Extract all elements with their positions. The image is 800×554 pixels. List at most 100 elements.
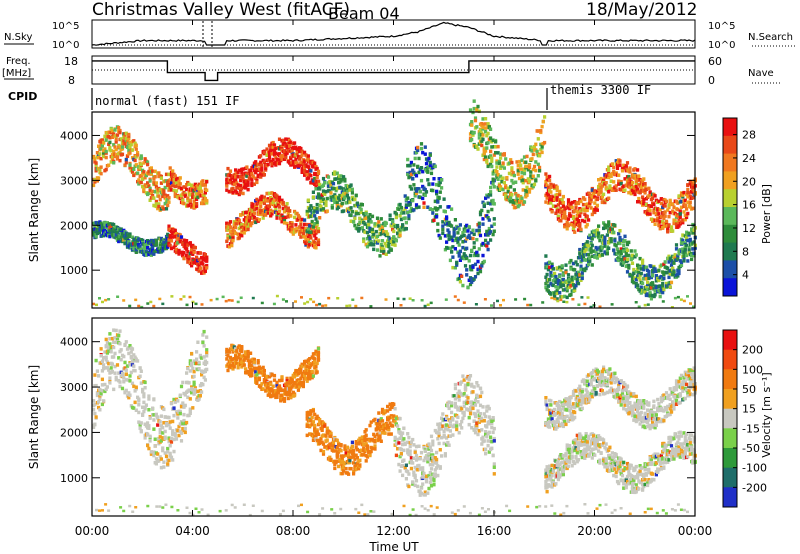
colorbar-tick-label: 20	[742, 175, 756, 188]
colorbar-tick-label: -15	[742, 422, 760, 435]
time-tick-label: 00:00	[678, 524, 713, 538]
echo-band-2	[225, 343, 321, 403]
power-panel: 1000 2000 3000 4000 Slant Range [km]	[27, 99, 697, 309]
colorbar-tick-label: 16	[742, 199, 756, 212]
time-axis-label: Time UT	[368, 540, 419, 554]
nsky-tick-bottom: 10^0	[52, 40, 79, 51]
cpid-segment-1: normal (fast) 151 IF	[95, 94, 240, 108]
echo-band-7	[305, 170, 408, 258]
colorbar-swatch	[723, 428, 737, 449]
range-tick-label: 2000	[60, 426, 88, 439]
colorbar-swatch	[723, 369, 737, 390]
echo-band-5	[544, 365, 697, 431]
time-tick-label: 08:00	[276, 524, 311, 538]
power-scatter	[92, 99, 697, 309]
echo-band-10	[544, 158, 697, 234]
colorbar-tick-label: 200	[742, 344, 763, 357]
echo-band-5	[225, 137, 321, 197]
colorbar-tick-label: 24	[742, 152, 756, 165]
echo-band-3	[305, 402, 396, 476]
time-axis: 00:00 04:00 08:00 12:00 16:00 20:00 00:00	[75, 20, 713, 538]
time-tick-label: 04:00	[175, 524, 210, 538]
colorbar-swatch	[723, 242, 737, 261]
colorbar-tick-label: -50	[742, 442, 760, 455]
range-tick-label: 4000	[60, 336, 88, 349]
cpid-strip: CPID normal (fast) 151 IF themis 3300 IF	[8, 83, 651, 110]
power-colorbar: 4 8 12 16 20 24 28	[722, 117, 756, 297]
power-y-axis: 1000 2000 3000 4000	[60, 129, 695, 277]
range-tick-label: 4000	[60, 129, 88, 142]
colorbar-swatch	[723, 189, 737, 208]
colorbar-tick-label: -100	[742, 462, 767, 475]
echo-band-1	[92, 125, 171, 212]
freq-label-2: [MHz]	[2, 68, 31, 79]
colorbar-swatch	[723, 389, 737, 410]
colorbar-swatch	[723, 448, 737, 469]
echo-band-8	[406, 142, 496, 290]
nsky-label: N.Sky	[4, 32, 32, 43]
ground-scatter	[95, 503, 689, 517]
nave-tick-top: 60	[708, 55, 722, 68]
colorbar-swatch	[723, 408, 737, 429]
echo-band-3	[167, 224, 209, 275]
echo-band-2	[92, 220, 171, 257]
colorbar-swatch	[723, 153, 737, 172]
velocity-colorbar-label: Velocity [m s⁻¹]	[760, 372, 773, 457]
colorbar-swatch	[723, 330, 737, 351]
freq-series	[92, 60, 695, 82]
colorbar-swatch	[723, 171, 737, 190]
colorbar-swatch	[723, 207, 737, 226]
colorbar-tick-label: 12	[742, 222, 756, 235]
colorbar-swatch	[723, 118, 737, 137]
colorbar-tick-label: 28	[742, 129, 756, 142]
colorbar-tick-label: 100	[742, 363, 763, 376]
title: Christmas Valley West (fitACF)	[92, 0, 350, 20]
power-colorbar-label: Power [dB]	[760, 184, 773, 244]
range-tick-label: 3000	[60, 381, 88, 394]
time-tick-label: 20:00	[577, 524, 612, 538]
colorbar-swatch	[723, 467, 737, 488]
velocity-panel: 1000 2000 3000 4000 Slant Range [km]	[27, 317, 697, 517]
colorbar-swatch	[723, 135, 737, 155]
echo-band-6	[225, 191, 321, 250]
range-tick-label: 2000	[60, 219, 88, 232]
time-tick-label: 00:00	[75, 524, 110, 538]
power-ylabel: Slant Range [km]	[27, 158, 41, 262]
freq-tick-top: 18	[64, 55, 78, 68]
nave-label: Nave	[748, 68, 774, 79]
velocity-ylabel: Slant Range [km]	[27, 365, 41, 469]
freq-strip: Freq. [MHz] 18 8 Nave 60 0	[2, 55, 782, 87]
freq-tick-bottom: 8	[68, 74, 75, 87]
date-label: 18/May/2012	[586, 0, 698, 20]
nsearch-tick-bottom: 10^0	[708, 40, 735, 51]
nsky-series	[91, 21, 696, 46]
nsearch-tick-top: 10^5	[708, 21, 735, 32]
nsearch-label: N.Search	[748, 32, 793, 43]
colorbar-swatch	[723, 349, 737, 370]
colorbar-tick-label: 4	[742, 269, 749, 282]
range-tick-label: 1000	[60, 264, 88, 277]
freq-label-1: Freq.	[6, 56, 31, 67]
echo-band-4	[393, 374, 496, 497]
velocity-colorbar: 200 100 50 15 -15 -50 -100 -200	[722, 329, 767, 508]
cpid-label: CPID	[8, 90, 37, 103]
colorbar-swatch	[723, 487, 737, 508]
colorbar-tick-label: 15	[742, 403, 756, 416]
echo-band-1	[92, 328, 209, 470]
colorbar-tick-label: -200	[742, 481, 767, 494]
nave-tick-bottom: 0	[708, 74, 715, 87]
velocity-y-axis: 1000 2000 3000 4000	[60, 336, 695, 485]
colorbar-tick-label: 8	[742, 245, 749, 258]
nsky-strip: N.Sky 10^5 10^0 N.Search 10^5 10^0	[4, 19, 797, 51]
echo-band-11	[544, 220, 697, 301]
colorbar-swatch	[723, 224, 737, 244]
ground-scatter	[92, 294, 695, 309]
colorbar-tick-label: 50	[742, 383, 756, 396]
echo-band-6	[544, 430, 697, 495]
colorbar-swatch	[723, 278, 737, 297]
time-tick-label: 12:00	[376, 524, 411, 538]
range-tick-label: 1000	[60, 472, 88, 485]
echo-band-9	[468, 99, 547, 210]
colorbar-swatch	[723, 260, 737, 279]
